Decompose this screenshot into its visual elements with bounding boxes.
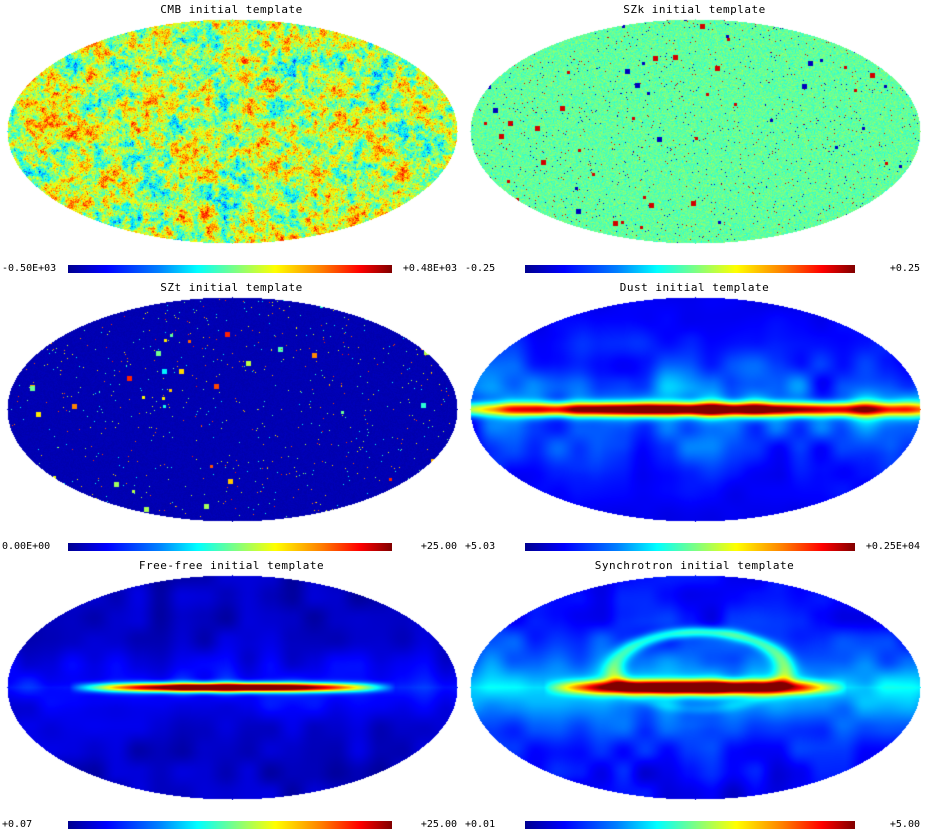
colorbar: -0.50E+03 +0.48E+03	[0, 262, 463, 276]
colorbar: 0.00E+00 +25.00	[0, 540, 463, 554]
panel-title: SZt initial template	[160, 281, 303, 294]
colorbar-min-label: +0.01	[465, 819, 496, 830]
colorbar-gradient	[68, 543, 392, 551]
colorbar: +5.03 +0.25E+04	[463, 540, 926, 554]
colorbar-gradient	[525, 265, 855, 273]
panel-title: Dust initial template	[619, 281, 770, 294]
panel-cmb: CMB initial template -0.50E+03 +0.48E+03	[0, 0, 463, 278]
colorbar-max-label: +0.25E+04	[865, 541, 920, 552]
colorbar-max-label: +0.48E+03	[402, 263, 457, 274]
colorbar-max-label: +5.00	[889, 819, 920, 830]
colorbar-min-label: -0.25	[465, 263, 496, 274]
panel-title: Synchrotron initial template	[594, 559, 795, 572]
colorbar-max-label: +25.00	[420, 541, 457, 552]
colorbar-max-label: +25.00	[420, 819, 457, 830]
panel-dust: Dust initial template +5.03 +0.25E+04	[463, 278, 926, 556]
panel-synchrotron: Synchrotron initial template +0.01 +5.00	[463, 556, 926, 834]
colorbar: -0.25 +0.25	[463, 262, 926, 276]
colorbar-min-label: 0.00E+00	[2, 541, 51, 552]
colorbar-gradient	[525, 821, 855, 829]
mollweide-map	[469, 574, 921, 800]
panel-freefree: Free-free initial template +0.07 +25.00	[0, 556, 463, 834]
mollweide-map	[6, 18, 458, 244]
panel-title: CMB initial template	[160, 3, 303, 16]
panel-szt: SZt initial template 0.00E+00 +25.00	[0, 278, 463, 556]
colorbar: +0.01 +5.00	[463, 818, 926, 832]
mollweide-map	[6, 574, 458, 800]
colorbar-gradient	[68, 821, 392, 829]
panel-title: SZk initial template	[623, 3, 766, 16]
mollweide-map	[6, 296, 458, 522]
mollweide-map	[469, 296, 921, 522]
panel-title: Free-free initial template	[138, 559, 325, 572]
mollweide-map	[469, 18, 921, 244]
panel-szk: SZk initial template -0.25 +0.25	[463, 0, 926, 278]
colorbar-min-label: +0.07	[2, 819, 33, 830]
colorbar-gradient	[68, 265, 392, 273]
colorbar: +0.07 +25.00	[0, 818, 463, 832]
colorbar-gradient	[525, 543, 855, 551]
colorbar-min-label: -0.50E+03	[2, 263, 57, 274]
colorbar-min-label: +5.03	[465, 541, 496, 552]
colorbar-max-label: +0.25	[889, 263, 920, 274]
